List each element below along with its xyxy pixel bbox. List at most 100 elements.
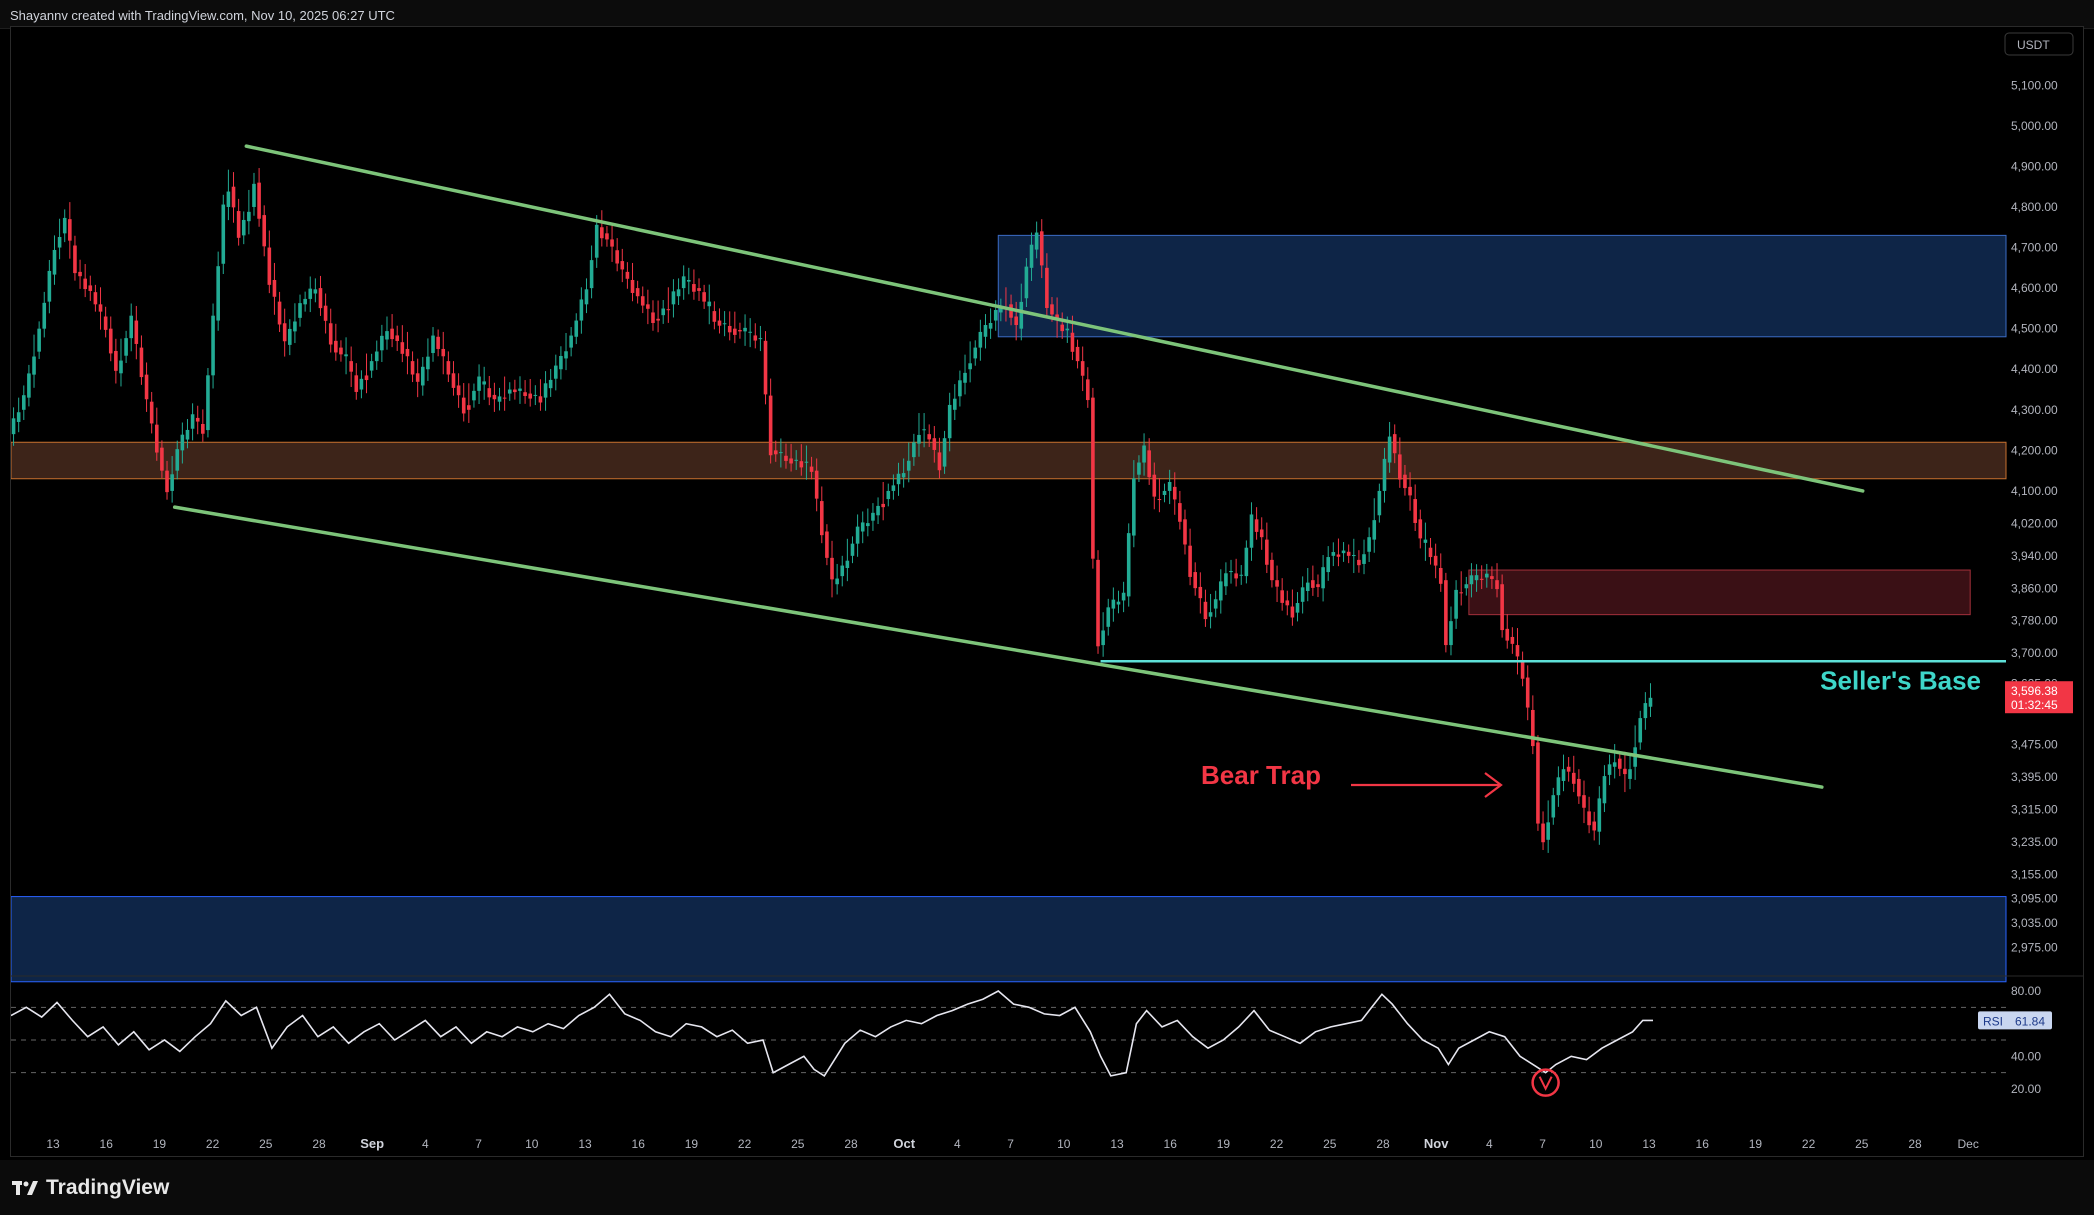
- candle-body: [958, 380, 962, 397]
- resistance-band: [11, 441, 2007, 480]
- candle-body: [1157, 499, 1162, 501]
- time-tick-label: 16: [1164, 1137, 1178, 1151]
- candle-body: [1254, 519, 1259, 532]
- time-tick-label: Sep: [360, 1136, 384, 1151]
- brand-name: TradingView: [46, 1176, 170, 1199]
- candle-body: [27, 373, 31, 398]
- price-tick-label: 4,020.00: [2011, 516, 2058, 530]
- candle-body: [431, 335, 435, 354]
- candle-body: [241, 219, 246, 236]
- candle-body: [1398, 454, 1402, 480]
- candle-body: [1116, 601, 1121, 605]
- candle-body: [773, 450, 778, 455]
- candle-body: [1413, 499, 1417, 523]
- candle-body: [855, 526, 860, 544]
- price-tick-label: 3,475.00: [2011, 737, 2058, 751]
- candle-body: [1208, 612, 1213, 617]
- tradingview-logo[interactable]: TradingView: [12, 1176, 169, 1200]
- price-chart[interactable]: Seller's Base Bear Trap USDT 5,100.00 5,000.…: [11, 27, 2083, 1156]
- candle-body: [1490, 576, 1494, 579]
- price-tick-label: 3,315.00: [2011, 802, 2058, 816]
- current-price-countdown: 01:32:45: [2011, 698, 2058, 712]
- candle-body: [1566, 766, 1571, 772]
- candle-body: [170, 474, 174, 491]
- candle-body: [1408, 486, 1412, 496]
- candle-body: [671, 291, 676, 305]
- candle-body: [1351, 555, 1356, 557]
- candle-body: [1045, 267, 1049, 308]
- candle-body: [748, 331, 752, 333]
- candle-body: [896, 473, 901, 485]
- candle-body: [758, 338, 763, 340]
- rsi-pane: 80.00 40.00 20.00 RSI 61.84: [11, 984, 2052, 1097]
- candle-body: [717, 320, 722, 326]
- candle-body: [1188, 545, 1192, 577]
- time-tick-label: 10: [1589, 1137, 1603, 1151]
- candle-body: [1607, 764, 1612, 775]
- candle-body: [692, 284, 696, 292]
- candle-body: [988, 322, 993, 329]
- candle-body: [344, 354, 348, 357]
- candle-body: [952, 398, 957, 410]
- candle-body: [814, 470, 819, 499]
- candle-body: [380, 335, 384, 351]
- candle-body: [502, 397, 507, 399]
- candle-body: [830, 557, 834, 580]
- candle-body: [1520, 661, 1525, 679]
- chart-panel[interactable]: Seller's Base Bear Trap USDT 5,100.00 5,000.…: [10, 26, 2084, 1157]
- candle-body: [968, 363, 972, 370]
- candle-body: [1311, 580, 1315, 588]
- candle-body: [287, 328, 292, 345]
- candle-body: [1300, 587, 1305, 602]
- candle-body: [364, 375, 369, 381]
- candle-body: [206, 375, 210, 431]
- price-tick-label: 5,100.00: [2011, 78, 2058, 92]
- time-tick-label: Nov: [1424, 1136, 1449, 1151]
- candle-body: [640, 296, 645, 306]
- candle-body: [1648, 697, 1653, 707]
- candle-body: [395, 335, 400, 341]
- candle-body: [1377, 490, 1382, 516]
- candle-body: [1280, 590, 1284, 603]
- candle-body: [1372, 520, 1377, 540]
- candle-body: [1091, 397, 1095, 559]
- candle-body: [686, 279, 691, 282]
- candle-body: [16, 412, 21, 422]
- candle-body: [1290, 606, 1295, 618]
- candle-body: [1551, 795, 1556, 818]
- candle-body: [1357, 559, 1361, 566]
- candle-body: [1367, 537, 1371, 552]
- candle-body: [303, 298, 307, 305]
- candle-body: [809, 466, 814, 472]
- candle-body: [1316, 584, 1320, 588]
- candle-body: [1387, 436, 1392, 463]
- candle-body: [1628, 769, 1632, 779]
- candle-body: [794, 459, 799, 461]
- candle-body: [661, 308, 666, 316]
- candle-body: [1382, 458, 1387, 491]
- rsi-oversold-check: [1538, 1076, 1553, 1091]
- price-tick-label: 3,780.00: [2011, 614, 2058, 628]
- time-tick-label: Dec: [1958, 1137, 1979, 1151]
- time-tick-label: 25: [1855, 1137, 1869, 1151]
- candle-body: [651, 312, 655, 323]
- author-credit: Shayannv created with TradingView.com, N…: [10, 8, 395, 23]
- candle-body: [1172, 486, 1177, 500]
- candle-body: [579, 299, 584, 321]
- tradingview-logo-icon: [12, 1181, 38, 1195]
- candle-body: [825, 531, 829, 558]
- candle-body: [1183, 519, 1187, 545]
- candle-body: [83, 278, 87, 290]
- candle-body: [318, 288, 323, 309]
- candle-body: [912, 442, 916, 458]
- price-tick-label: 3,235.00: [2011, 835, 2058, 849]
- bear-trap-arrowhead: [1484, 772, 1503, 798]
- candle-body: [165, 470, 169, 493]
- candle-body: [722, 323, 727, 325]
- candle-body: [553, 365, 558, 379]
- candle-body: [1556, 777, 1561, 796]
- price-tick-label: 5,000.00: [2011, 119, 2058, 133]
- candle-body: [932, 438, 937, 450]
- candle-body: [328, 323, 333, 345]
- price-tick-label: 3,155.00: [2011, 867, 2058, 881]
